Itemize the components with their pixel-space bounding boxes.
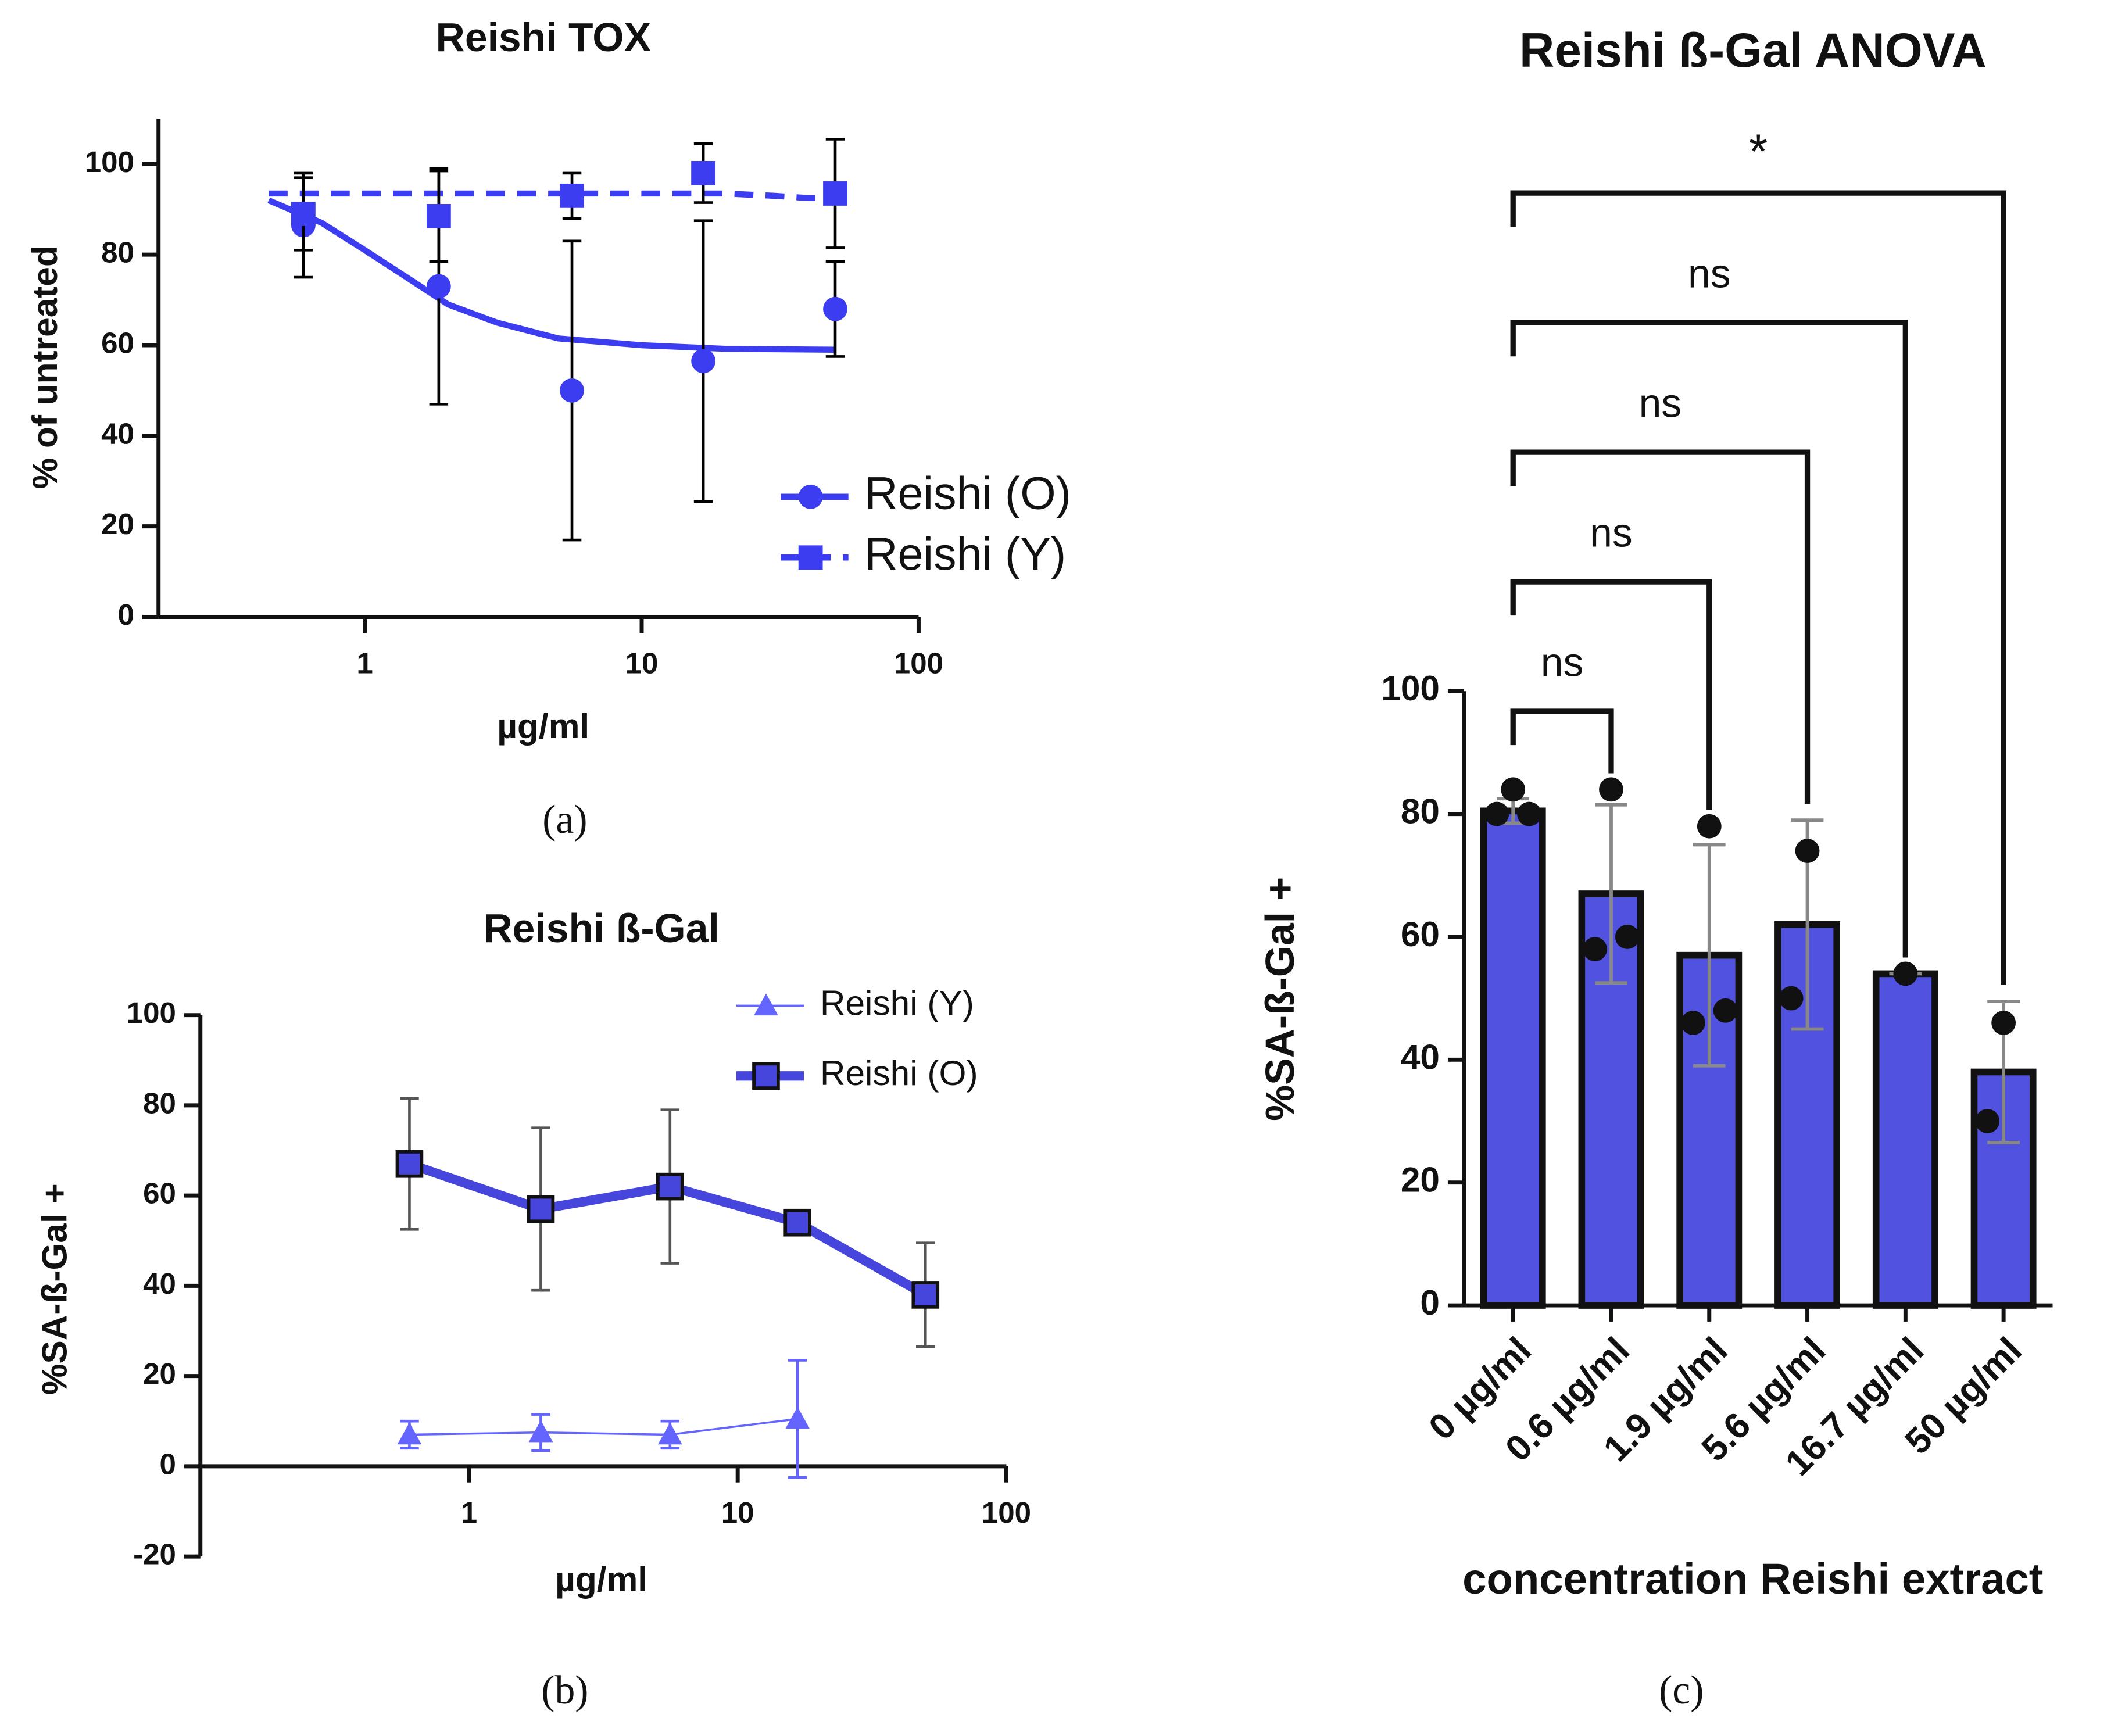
data-point bbox=[560, 378, 584, 403]
data-point bbox=[1615, 925, 1640, 949]
y-tick-label: 0 bbox=[1420, 1283, 1440, 1322]
x-tick-label: 1 bbox=[461, 1496, 477, 1529]
y-tick-label: 80 bbox=[101, 236, 134, 269]
legend-label: Reishi (Y) bbox=[820, 983, 974, 1022]
series-line bbox=[409, 1418, 798, 1436]
y-tick-label: 40 bbox=[1401, 1037, 1440, 1076]
data-point bbox=[1484, 801, 1509, 826]
bar bbox=[1480, 807, 1546, 1309]
y-tick-label: 0 bbox=[118, 598, 134, 631]
data-point bbox=[1517, 801, 1541, 826]
significance-label: ns bbox=[1590, 510, 1633, 556]
x-tick-label: 100 bbox=[894, 647, 943, 680]
y-tick-label: 20 bbox=[1401, 1160, 1440, 1200]
data-point bbox=[823, 296, 847, 321]
data-point bbox=[395, 1150, 424, 1178]
x-axis-label: concentration Reishi extract bbox=[1462, 1555, 2043, 1603]
data-point bbox=[397, 1422, 422, 1445]
data-point bbox=[1713, 998, 1738, 1023]
data-point bbox=[691, 349, 716, 374]
data-point bbox=[527, 1195, 555, 1223]
data-point bbox=[785, 1406, 810, 1429]
y-tick-label: 40 bbox=[143, 1267, 176, 1300]
y-tick-label: 80 bbox=[1401, 792, 1440, 831]
significance-label: ns bbox=[1688, 251, 1731, 296]
legend-label: Reishi (O) bbox=[820, 1053, 978, 1093]
y-tick-label: 60 bbox=[101, 326, 134, 359]
legend-marker bbox=[798, 545, 823, 570]
chart-title: Reishi ß-Gal bbox=[483, 905, 720, 951]
data-point bbox=[1991, 1011, 2016, 1035]
data-point bbox=[1779, 986, 1804, 1011]
x-tick-label: 10 bbox=[721, 1496, 754, 1529]
data-point bbox=[1893, 961, 1918, 986]
y-tick-label: 100 bbox=[85, 145, 134, 178]
data-point bbox=[426, 204, 451, 228]
data-point bbox=[657, 1422, 682, 1445]
data-point bbox=[691, 160, 716, 185]
data-point bbox=[1599, 777, 1623, 802]
y-tick-label: 20 bbox=[143, 1357, 176, 1390]
significance-bracket bbox=[1510, 708, 1614, 774]
x-axis-label: µg/ml bbox=[555, 1559, 647, 1599]
fit-curve bbox=[269, 190, 836, 201]
significance-bracket bbox=[1510, 320, 1908, 958]
y-tick-label: 60 bbox=[1401, 914, 1440, 954]
x-tick-label: 100 bbox=[982, 1496, 1031, 1529]
data-point bbox=[823, 181, 847, 206]
significance-label: ns bbox=[1541, 640, 1584, 685]
data-point bbox=[1501, 777, 1526, 802]
legend-marker bbox=[754, 993, 778, 1016]
data-point bbox=[560, 183, 584, 208]
significance-bracket bbox=[1510, 579, 1712, 810]
y-tick-label: 100 bbox=[1381, 668, 1440, 708]
data-point bbox=[291, 202, 316, 226]
data-point bbox=[1975, 1109, 2000, 1133]
bar bbox=[1872, 970, 1938, 1309]
y-tick-label: 100 bbox=[127, 996, 176, 1029]
data-point bbox=[911, 1281, 940, 1309]
legend-marker bbox=[752, 1062, 780, 1090]
data-point bbox=[783, 1208, 811, 1237]
y-tick-label: 40 bbox=[101, 417, 134, 450]
error-bar bbox=[1595, 803, 1627, 985]
y-tick-label: 80 bbox=[143, 1086, 176, 1119]
data-point bbox=[656, 1172, 684, 1201]
data-point bbox=[1583, 937, 1608, 961]
significance-label: ns bbox=[1639, 381, 1682, 426]
x-axis-label: µg/ml bbox=[497, 706, 589, 746]
panel-caption: (c) bbox=[1659, 1668, 1704, 1713]
panel-caption: (a) bbox=[542, 797, 587, 842]
significance-label: * bbox=[1749, 124, 1768, 178]
x-tick-label: 10 bbox=[625, 647, 659, 680]
data-point bbox=[1795, 839, 1820, 863]
data-point bbox=[1697, 814, 1722, 839]
y-axis-label: % of untreated bbox=[25, 245, 65, 489]
x-tick-label: 1 bbox=[356, 647, 373, 680]
data-point bbox=[426, 274, 451, 299]
y-tick-label: 0 bbox=[160, 1447, 176, 1480]
legend-marker bbox=[798, 484, 823, 509]
legend-label: Reishi (Y) bbox=[865, 528, 1067, 579]
data-point bbox=[528, 1420, 553, 1443]
legend-label: Reishi (O) bbox=[865, 468, 1071, 519]
y-tick-label: 60 bbox=[143, 1177, 176, 1210]
chart-title: Reishi ß-Gal ANOVA bbox=[1519, 23, 1987, 77]
significance-bracket bbox=[1510, 190, 2006, 986]
data-point bbox=[1680, 1011, 1705, 1035]
y-tick-label: 20 bbox=[101, 507, 134, 541]
significance-bracket bbox=[1510, 449, 1811, 804]
y-tick-label: -20 bbox=[133, 1538, 176, 1571]
error-bar bbox=[1693, 843, 1726, 1068]
y-axis-label: %SA-ß-Gal + bbox=[1257, 877, 1303, 1121]
y-axis-label: %SA-ß-Gal + bbox=[35, 1183, 74, 1395]
chart-title: Reishi TOX bbox=[436, 15, 651, 60]
fit-curve bbox=[267, 197, 836, 353]
panel-caption: (b) bbox=[541, 1668, 588, 1713]
